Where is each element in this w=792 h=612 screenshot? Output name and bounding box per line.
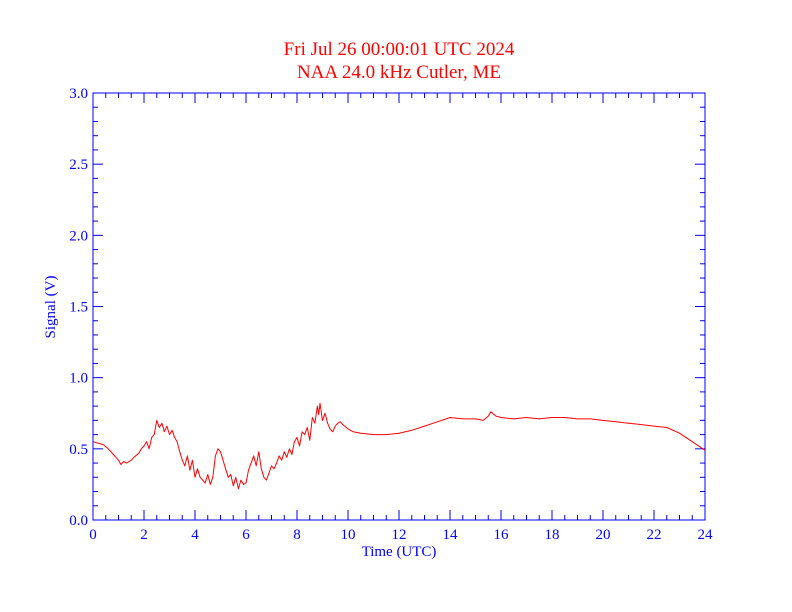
series-line-0 xyxy=(92,402,706,490)
x-tick-label: 18 xyxy=(545,527,560,543)
x-tick-label: 16 xyxy=(494,527,510,543)
y-tick-label: 1.0 xyxy=(69,371,88,387)
y-axis-title: Signal (V) xyxy=(43,276,59,339)
y-tick-label: 0.0 xyxy=(69,513,88,529)
x-tick-label: 8 xyxy=(293,527,301,543)
y-tick-label: 3.0 xyxy=(69,86,88,102)
chart-subtitle: NAA 24.0 kHz Cutler, ME xyxy=(297,62,501,83)
y-tick-label: 2.5 xyxy=(69,157,88,173)
x-tick-label: 24 xyxy=(698,527,714,543)
y-tick-label: 0.5 xyxy=(69,442,88,458)
x-tick-label: 2 xyxy=(140,527,148,543)
chart-title: Fri Jul 26 00:00:01 UTC 2024 xyxy=(284,39,515,60)
x-tick-label: 0 xyxy=(89,527,97,543)
x-tick-label: 22 xyxy=(647,527,662,543)
x-tick-label: 10 xyxy=(341,527,356,543)
x-axis-title: Time (UTC) xyxy=(362,544,437,560)
x-tick-label: 6 xyxy=(242,527,250,543)
x-tick-label: 12 xyxy=(392,527,407,543)
x-tick-label: 14 xyxy=(443,527,459,543)
x-tick-label: 4 xyxy=(191,527,199,543)
x-tick-label: 20 xyxy=(596,527,611,543)
y-tick-label: 2.0 xyxy=(69,228,88,244)
y-tick-label: 1.5 xyxy=(69,300,88,316)
plot-area: 0 2 4 6 8 10 12 14 16 18 20 22 240.00.51.01.52.02.53… xyxy=(69,86,713,543)
